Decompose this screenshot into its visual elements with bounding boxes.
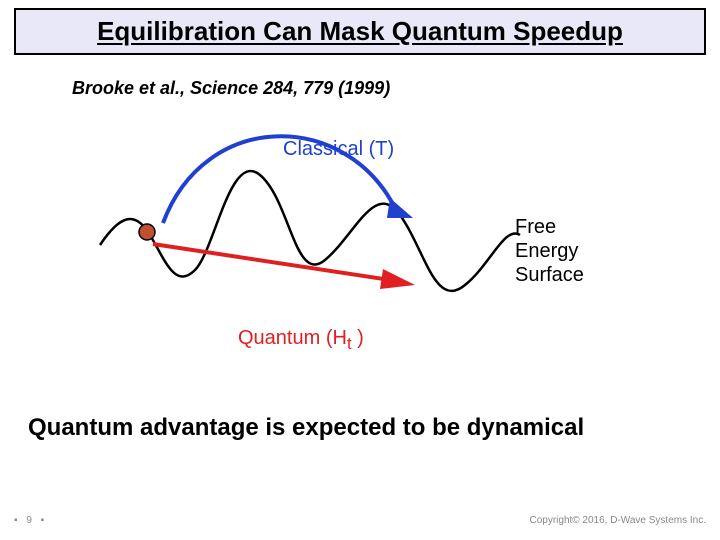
- copyright-text: Copyright© 2016, D-Wave Systems Inc.: [529, 515, 706, 526]
- quantum-arrowhead: [380, 269, 415, 289]
- citation-text: Brooke et al., Science 284, 779 (1999): [72, 78, 390, 99]
- free-energy-label: Free Energy Surface: [515, 215, 625, 287]
- energy-curve: [100, 171, 520, 291]
- conclusion-text: Quantum advantage is expected to be dyna…: [28, 414, 584, 442]
- particle-ball: [139, 224, 155, 240]
- quantum-label: Quantum (Ht ): [238, 327, 364, 354]
- title-container: Equilibration Can Mask Quantum Speedup: [14, 8, 706, 55]
- classical-arrowhead: [387, 198, 413, 218]
- classical-label: Classical (T): [283, 138, 394, 161]
- slide-title: Equilibration Can Mask Quantum Speedup: [28, 16, 692, 47]
- page-number: ▪ 9 ▪: [14, 515, 47, 526]
- energy-diagram: Classical (T) Quantum (Ht ) Free Energy …: [95, 120, 625, 380]
